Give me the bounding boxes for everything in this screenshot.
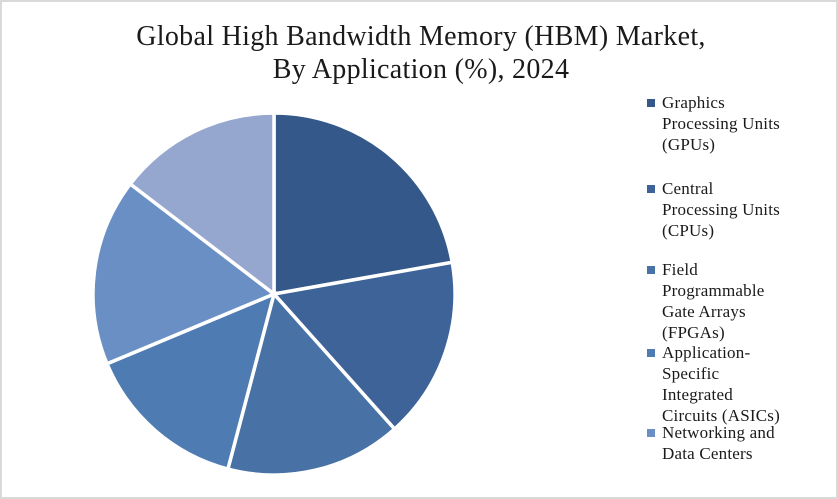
pie-slice-4 <box>104 291 277 472</box>
pie-slice-2 <box>270 260 457 432</box>
pie-slice-6 <box>127 111 276 298</box>
chart-title: Global High Bandwidth Memory (HBM) Marke… <box>136 21 706 85</box>
pie-slice-1 <box>272 111 455 297</box>
pie-slice-5 <box>91 181 278 367</box>
pie-slice-3 <box>225 290 398 477</box>
